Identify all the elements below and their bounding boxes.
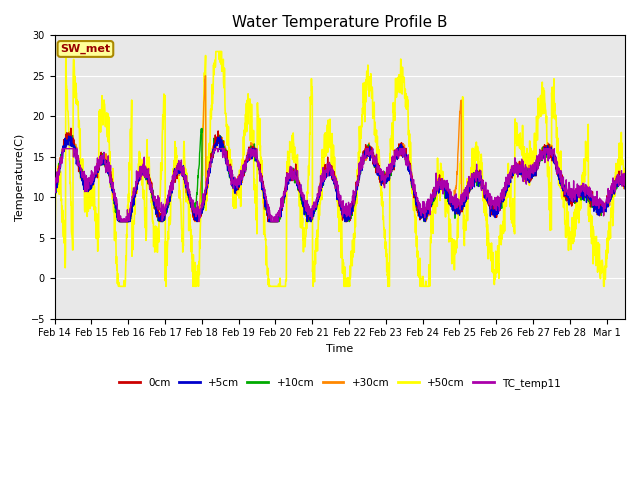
Legend: 0cm, +5cm, +10cm, +30cm, +50cm, TC_temp11: 0cm, +5cm, +10cm, +30cm, +50cm, TC_temp1… <box>115 373 565 393</box>
Text: SW_met: SW_met <box>60 44 111 54</box>
Title: Water Temperature Profile B: Water Temperature Profile B <box>232 15 447 30</box>
X-axis label: Time: Time <box>326 344 353 354</box>
Y-axis label: Temperature(C): Temperature(C) <box>15 133 25 221</box>
